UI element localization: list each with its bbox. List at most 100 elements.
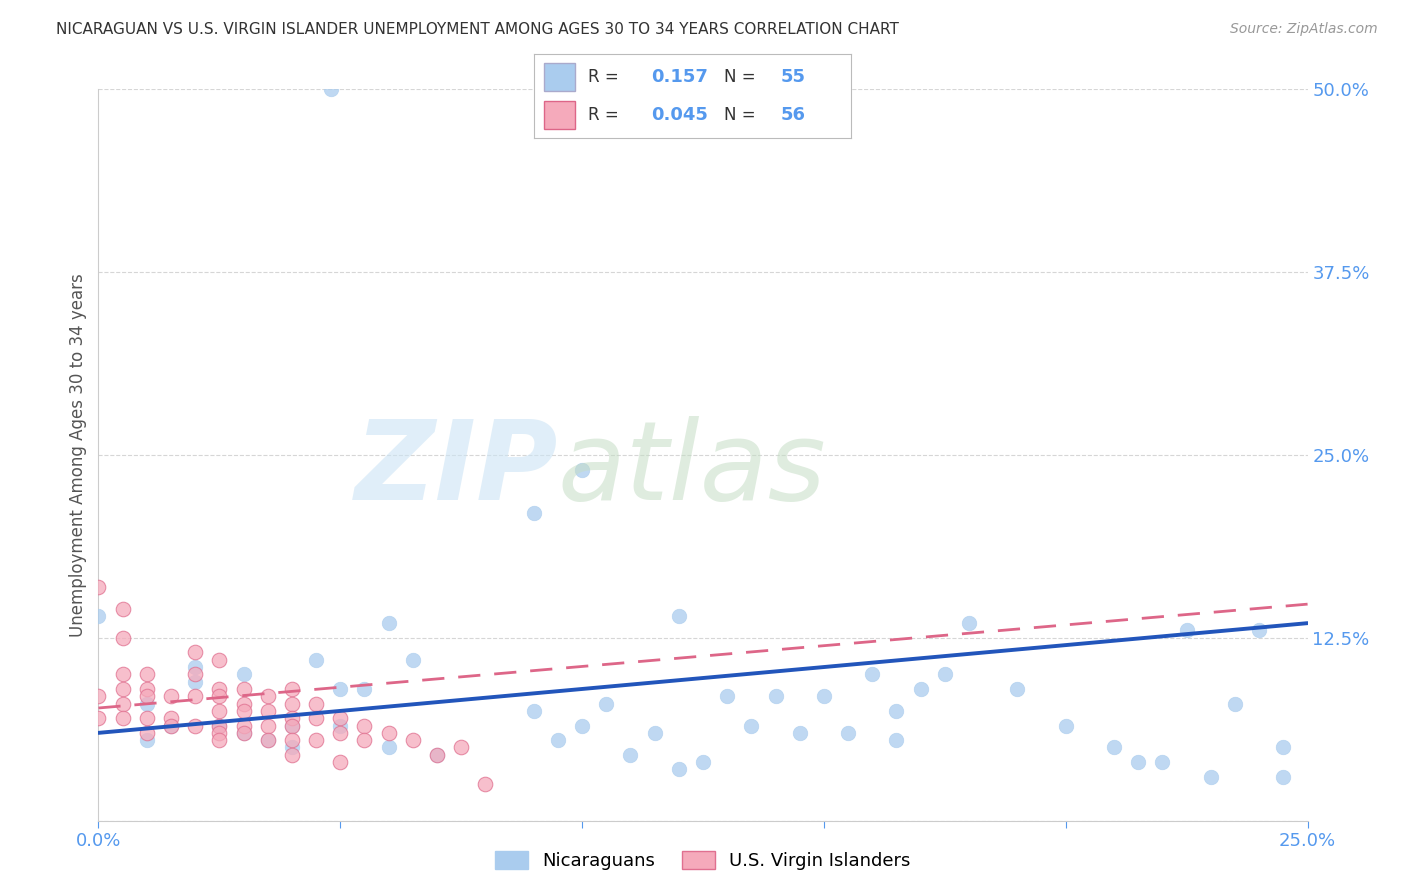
Point <box>281 747 304 762</box>
Point <box>208 681 231 696</box>
Point <box>232 667 254 681</box>
Point <box>716 690 738 704</box>
Point <box>111 667 134 681</box>
Point <box>474 777 496 791</box>
Point <box>377 616 399 631</box>
Point <box>860 667 883 681</box>
Point <box>329 755 352 769</box>
Point <box>184 718 207 732</box>
Point <box>281 733 304 747</box>
Point <box>934 667 956 681</box>
Point <box>1102 740 1125 755</box>
Point <box>256 690 278 704</box>
Point <box>111 697 134 711</box>
Point <box>281 740 304 755</box>
Point <box>837 726 859 740</box>
Point <box>305 733 328 747</box>
Point <box>281 697 304 711</box>
Point <box>305 653 328 667</box>
Text: 0.157: 0.157 <box>651 69 709 87</box>
Point <box>353 733 375 747</box>
Point <box>644 726 666 740</box>
Point <box>232 726 254 740</box>
Point <box>305 711 328 725</box>
Text: NICARAGUAN VS U.S. VIRGIN ISLANDER UNEMPLOYMENT AMONG AGES 30 TO 34 YEARS CORREL: NICARAGUAN VS U.S. VIRGIN ISLANDER UNEMP… <box>56 22 898 37</box>
Point <box>87 711 110 725</box>
Point <box>281 681 304 696</box>
Point <box>87 608 110 623</box>
Point <box>1175 624 1198 638</box>
Point <box>184 645 207 659</box>
Point <box>160 690 183 704</box>
Point <box>886 733 908 747</box>
Point <box>402 733 425 747</box>
Point <box>111 631 134 645</box>
Point <box>256 733 278 747</box>
Point <box>1054 718 1077 732</box>
Point <box>208 653 231 667</box>
Point <box>135 733 157 747</box>
Point <box>184 674 207 689</box>
Point <box>319 82 342 96</box>
Point <box>692 755 714 769</box>
Point <box>402 653 425 667</box>
Point <box>353 718 375 732</box>
Point <box>619 747 641 762</box>
Point <box>668 608 690 623</box>
Point <box>329 711 352 725</box>
Point <box>523 704 546 718</box>
Point <box>135 667 157 681</box>
Point <box>813 690 835 704</box>
Point <box>135 726 157 740</box>
Point <box>208 690 231 704</box>
Point <box>281 718 304 732</box>
Point <box>1199 770 1222 784</box>
Point <box>1223 697 1246 711</box>
Point <box>886 704 908 718</box>
FancyBboxPatch shape <box>544 62 575 91</box>
Point <box>571 462 593 476</box>
Point <box>668 763 690 777</box>
Text: atlas: atlas <box>558 416 827 523</box>
Point <box>208 733 231 747</box>
FancyBboxPatch shape <box>544 101 575 129</box>
Point <box>329 726 352 740</box>
Point <box>1272 770 1295 784</box>
Point <box>450 740 472 755</box>
Point <box>135 681 157 696</box>
Text: N =: N = <box>724 69 761 87</box>
Point <box>547 733 569 747</box>
Point <box>377 740 399 755</box>
Point <box>135 711 157 725</box>
Point <box>111 681 134 696</box>
Point <box>281 718 304 732</box>
Text: N =: N = <box>724 106 761 124</box>
Point <box>910 681 932 696</box>
Point <box>232 726 254 740</box>
Point <box>1249 624 1271 638</box>
Point <box>789 726 811 740</box>
Point <box>1152 755 1174 769</box>
Point <box>184 667 207 681</box>
Point <box>208 726 231 740</box>
Point <box>160 718 183 732</box>
Text: ZIP: ZIP <box>354 416 558 523</box>
Point <box>426 747 449 762</box>
Point <box>232 681 254 696</box>
Point <box>160 711 183 725</box>
Point <box>184 660 207 674</box>
Text: R =: R = <box>588 69 624 87</box>
Point <box>765 690 787 704</box>
Point <box>377 726 399 740</box>
Y-axis label: Unemployment Among Ages 30 to 34 years: Unemployment Among Ages 30 to 34 years <box>69 273 87 637</box>
Point <box>184 690 207 704</box>
Point <box>111 601 134 615</box>
Point <box>1007 681 1029 696</box>
Point <box>1128 755 1150 769</box>
Point <box>256 704 278 718</box>
Point <box>232 718 254 732</box>
Point <box>329 718 352 732</box>
Point <box>87 580 110 594</box>
Point <box>740 718 762 732</box>
Point <box>305 697 328 711</box>
